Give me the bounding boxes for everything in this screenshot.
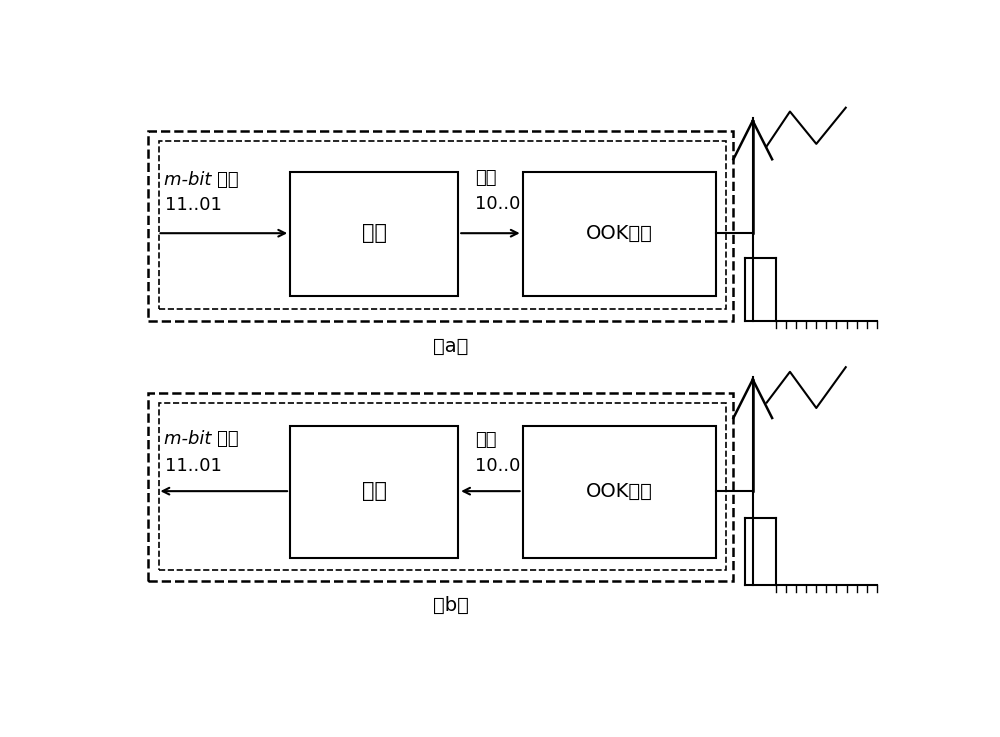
Text: m-bit 信息: m-bit 信息 [164,430,238,448]
Text: （a）: （a） [433,337,468,356]
Text: 10..0: 10..0 [475,195,521,213]
Text: 11..01: 11..01 [165,457,222,475]
Text: 11..01: 11..01 [165,196,222,214]
Text: （b）: （b） [433,596,468,615]
Bar [148,393,733,581]
Text: OOK调制: OOK调制 [586,224,652,242]
Text: 编码: 编码 [362,223,387,243]
Text: OOK解调: OOK解调 [586,482,652,500]
Text: m-bit 信息: m-bit 信息 [164,170,238,189]
Bar [290,426,458,558]
Bar [523,426,716,558]
Bar [148,130,733,321]
Bar [290,172,458,296]
Text: 码字: 码字 [475,169,497,187]
Bar [159,141,726,310]
Text: 码字: 码字 [475,431,497,449]
Text: 10..0: 10..0 [475,457,521,475]
Bar [523,172,716,296]
Text: 编码: 编码 [362,481,387,501]
Bar [159,402,726,570]
